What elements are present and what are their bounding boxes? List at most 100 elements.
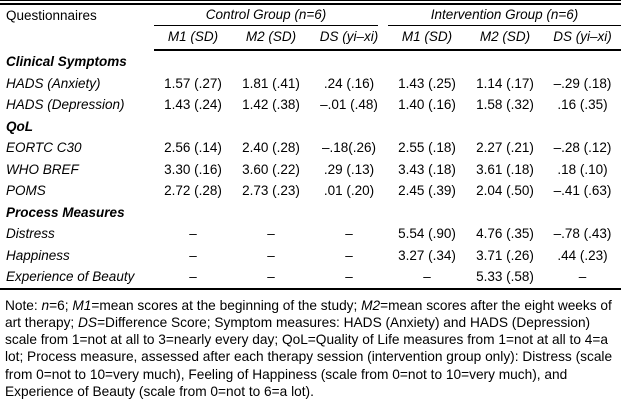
- note-term-m1: M1: [72, 297, 92, 313]
- subheader-row: M1 (SD) M2 (SD) DS (yi–xi) M1 (SD) M2 (S…: [0, 26, 621, 51]
- note-text: =mean scores after the eight weeks of ar…: [5, 297, 612, 330]
- cell-value: –.01 (.48): [320, 97, 378, 113]
- cell-value: .24 (.16): [323, 75, 375, 91]
- row-label: WHO BREF: [6, 161, 79, 177]
- cell-value: –: [345, 269, 353, 285]
- cell-value: –: [423, 269, 431, 285]
- cell-value: .01 (.20): [323, 183, 375, 199]
- cell-value: –: [345, 226, 353, 242]
- cell-value: 1.58 (.32): [476, 97, 534, 113]
- corner-label: Questionnaires: [6, 8, 97, 23]
- cell-value: –.29 (.18): [553, 75, 612, 91]
- row-label: Distress: [6, 226, 55, 242]
- cell-value: –.28 (.12): [553, 140, 612, 156]
- cell-value: –: [189, 226, 197, 242]
- cell-value: 1.57 (.27): [164, 75, 222, 91]
- cell-value: 1.40 (.16): [398, 97, 456, 113]
- cell-value: 1.81 (.41): [242, 75, 300, 91]
- cell-value: 2.55 (.18): [398, 140, 456, 156]
- cell-value: 2.56 (.14): [164, 140, 222, 156]
- cell-value: .18 (.10): [557, 161, 608, 177]
- cell-value: –: [189, 269, 197, 285]
- note-term-n: n: [41, 297, 50, 313]
- section-label: QoL: [6, 118, 33, 134]
- results-table: Questionnaires Control Group (n=6) Inter…: [0, 5, 621, 290]
- cell-value: 1.43 (.25): [398, 75, 456, 91]
- control-group-header: Control Group (n=6): [154, 5, 388, 26]
- intervention-group-header: Intervention Group (n=6): [388, 5, 621, 26]
- cell-value: 3.61 (.18): [476, 161, 534, 177]
- cell-value: 2.45 (.39): [398, 183, 456, 199]
- col-header-control-m1: M1 (SD): [154, 26, 232, 51]
- group-header-row: Questionnaires Control Group (n=6) Inter…: [0, 5, 621, 26]
- cell-value: .29 (.13): [323, 161, 375, 177]
- intervention-group-label: Intervention Group (n=6): [388, 5, 621, 26]
- cell-value: –.18(.26): [321, 140, 377, 156]
- col-header-intervention-ds: DS (yi–xi): [544, 26, 621, 51]
- row-label: EORTC C30: [6, 140, 82, 156]
- cell-value: –: [345, 247, 353, 263]
- cell-value: 5.33 (.58): [476, 269, 534, 285]
- col-header-intervention-m2: M2 (SD): [466, 26, 545, 51]
- cell-value: 3.71 (.26): [476, 247, 534, 263]
- table-top-rule-gap: [0, 1, 621, 3]
- cell-value: 2.40 (.28): [242, 140, 300, 156]
- cell-value: 2.72 (.28): [164, 183, 222, 199]
- row-label: Experience of Beauty: [6, 269, 135, 285]
- cell-value: 2.73 (.23): [242, 183, 300, 199]
- cell-value: 2.27 (.21): [476, 140, 534, 156]
- row-label: HADS (Anxiety): [6, 75, 101, 91]
- section-row-clinical-symptoms: Clinical Symptoms: [0, 50, 621, 73]
- cell-value: 5.54 (.90): [398, 226, 456, 242]
- cell-value: .16 (.35): [557, 97, 608, 113]
- cell-value: 1.43 (.24): [164, 97, 222, 113]
- note-term-ds: DS: [78, 314, 98, 330]
- table-row-eortc-c30: EORTC C30 2.56 (.14) 2.40 (.28) –.18(.26…: [0, 137, 621, 159]
- cell-value: –.41 (.63): [553, 183, 612, 199]
- control-group-label: Control Group (n=6): [154, 5, 379, 26]
- table-top-rule-thin: [0, 0, 621, 1]
- section-label: Process Measures: [6, 204, 125, 220]
- table-header: Questionnaires Control Group (n=6) Inter…: [0, 5, 621, 51]
- table-row-poms: POMS 2.72 (.28) 2.73 (.23) .01 (.20) 2.4…: [0, 180, 621, 202]
- cell-value: 2.04 (.50): [476, 183, 534, 199]
- cell-value: 3.27 (.34): [398, 247, 456, 263]
- cell-value: 1.14 (.17): [476, 75, 534, 91]
- cell-value: 3.30 (.16): [164, 161, 222, 177]
- note-text: =Difference Score; Symptom measures: HAD…: [5, 314, 613, 399]
- cell-value: 3.60 (.22): [242, 161, 300, 177]
- col-header-control-ds: DS (yi–xi): [310, 26, 389, 51]
- note-text: =6;: [49, 297, 73, 313]
- note-text: =mean scores at the beginning of the stu…: [91, 297, 362, 313]
- col-header-intervention-m1: M1 (SD): [388, 26, 467, 51]
- cell-value: –: [267, 247, 275, 263]
- table-row-hads-depression: HADS (Depression) 1.43 (.24) 1.42 (.38) …: [0, 94, 621, 116]
- note-term-m2: M2: [361, 297, 381, 313]
- cell-value: –.78 (.43): [553, 226, 612, 242]
- cell-value: 4.76 (.35): [476, 226, 534, 242]
- table-row-experience-of-beauty: Experience of Beauty – – – – 5.33 (.58) …: [0, 266, 621, 289]
- col-header-control-m2: M2 (SD): [232, 26, 310, 51]
- note-text: Note:: [5, 297, 42, 313]
- cell-value: .44 (.23): [557, 247, 608, 263]
- section-row-qol: QoL: [0, 116, 621, 138]
- cell-value: 3.43 (.18): [398, 161, 456, 177]
- row-label: Happiness: [6, 247, 70, 263]
- table-row-happiness: Happiness – – – 3.27 (.34) 3.71 (.26) .4…: [0, 245, 621, 267]
- table-row-who-bref: WHO BREF 3.30 (.16) 3.60 (.22) .29 (.13)…: [0, 159, 621, 181]
- cell-value: 1.42 (.38): [242, 97, 300, 113]
- table-body: Clinical Symptoms HADS (Anxiety) 1.57 (.…: [0, 50, 621, 289]
- cell-value: –: [189, 247, 197, 263]
- table-top-rule-thick: [0, 3, 621, 5]
- row-label: HADS (Depression): [6, 97, 125, 113]
- cell-value: –: [267, 226, 275, 242]
- section-row-process-measures: Process Measures: [0, 202, 621, 224]
- table-note: Note: n=6; M1=mean scores at the beginni…: [5, 297, 619, 401]
- cell-value: –: [578, 269, 587, 285]
- row-label: POMS: [6, 183, 46, 199]
- table-row-distress: Distress – – – 5.54 (.90) 4.76 (.35) –.7…: [0, 223, 621, 245]
- cell-value: –: [267, 269, 275, 285]
- section-label: Clinical Symptoms: [6, 54, 127, 70]
- table-row-hads-anxiety: HADS (Anxiety) 1.57 (.27) 1.81 (.41) .24…: [0, 73, 621, 95]
